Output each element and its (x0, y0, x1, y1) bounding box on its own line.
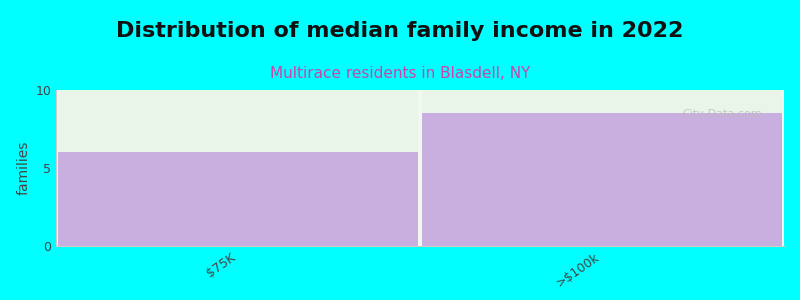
Bar (58, 90, 418, 152)
Y-axis label: families: families (17, 141, 31, 195)
Bar (58, 152, 418, 246)
Text: City-Data.com: City-Data.com (682, 109, 762, 119)
Bar (422, 113, 782, 246)
Text: Multirace residents in Blasdell, NY: Multirace residents in Blasdell, NY (270, 66, 530, 81)
Text: Distribution of median family income in 2022: Distribution of median family income in … (116, 21, 684, 41)
Bar (422, 90, 782, 113)
